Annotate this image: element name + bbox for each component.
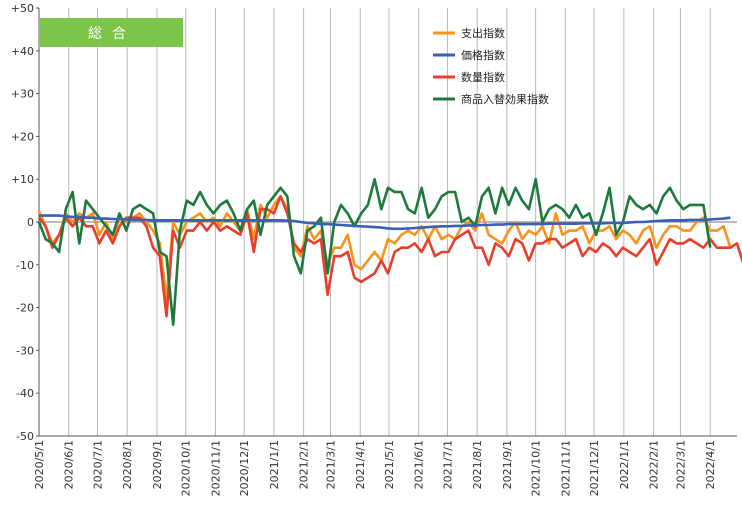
y-tick-label: -40 <box>16 387 34 400</box>
x-tick-label: 2020/10/1 <box>180 440 193 496</box>
y-tick-label: -20 <box>16 302 34 315</box>
x-tick-label: 2022/4/1 <box>704 440 717 489</box>
x-tick-label: 2020/5/1 <box>33 440 46 489</box>
x-tick-label: 2021/8/1 <box>471 440 484 489</box>
y-tick-label: +40 <box>11 45 34 58</box>
y-tick-label: +20 <box>11 130 34 143</box>
series-lines <box>37 177 742 327</box>
series-line-0 <box>37 195 732 301</box>
y-tick-label: +10 <box>11 173 34 186</box>
legend-label-3: 商品入替効果指数 <box>461 92 549 106</box>
series-line-1 <box>39 214 731 231</box>
x-tick-label: 2020/9/1 <box>151 440 164 489</box>
x-tick-label: 2021/7/1 <box>441 440 454 489</box>
y-tick-label: +30 <box>11 88 34 101</box>
y-tick-label: -50 <box>16 430 34 443</box>
badge-background <box>40 18 183 47</box>
y-tick-label: -10 <box>16 259 34 272</box>
x-tick-label: 2021/2/1 <box>298 440 311 489</box>
legend-label-1: 価格指数 <box>461 48 505 62</box>
x-tick-label: 2021/4/1 <box>354 440 367 489</box>
chart-badge: 総合 <box>40 18 183 47</box>
x-tick-label: 2020/6/1 <box>63 440 76 489</box>
y-tick-label: 0 <box>27 216 34 229</box>
x-tick-label: 2020/8/1 <box>121 440 134 489</box>
legend-label-0: 支出指数 <box>461 26 505 40</box>
x-tick-label: 2021/3/1 <box>324 440 337 489</box>
x-tick-label: 2022/3/1 <box>674 440 687 489</box>
y-tick-label: +50 <box>11 2 34 15</box>
x-tick-label: 2021/11/1 <box>559 440 572 496</box>
x-tick-label: 2021/10/1 <box>530 440 543 496</box>
y-tick-label: -30 <box>16 344 34 357</box>
x-tick-label: 2020/7/1 <box>91 440 104 489</box>
y-tick-labels: +50 +40 +30 +20 +10 0 -10 -20 -30 -40 -50 <box>11 2 34 443</box>
series-line-3 <box>37 177 712 327</box>
series-line-2 <box>37 195 742 318</box>
x-tick-label: 2021/5/1 <box>383 440 396 489</box>
x-tick-label: 2022/1/1 <box>618 440 631 489</box>
x-tick-label: 2020/11/1 <box>209 440 222 496</box>
x-tick-labels: 2020/5/1 2020/6/1 2020/7/1 2020/8/1 2020/9/1… <box>33 440 717 496</box>
legend-label-2: 数量指数 <box>461 70 505 84</box>
x-tick-label: 2021/12/1 <box>588 440 601 496</box>
badge-label: 総合 <box>88 26 136 42</box>
x-tick-label: 2021/1/1 <box>268 440 281 489</box>
x-tick-label: 2022/2/1 <box>648 440 661 489</box>
x-tick-label: 2020/12/1 <box>238 440 251 496</box>
x-tick-label: 2021/6/1 <box>413 440 426 489</box>
x-tick-label: 2021/9/1 <box>501 440 514 489</box>
